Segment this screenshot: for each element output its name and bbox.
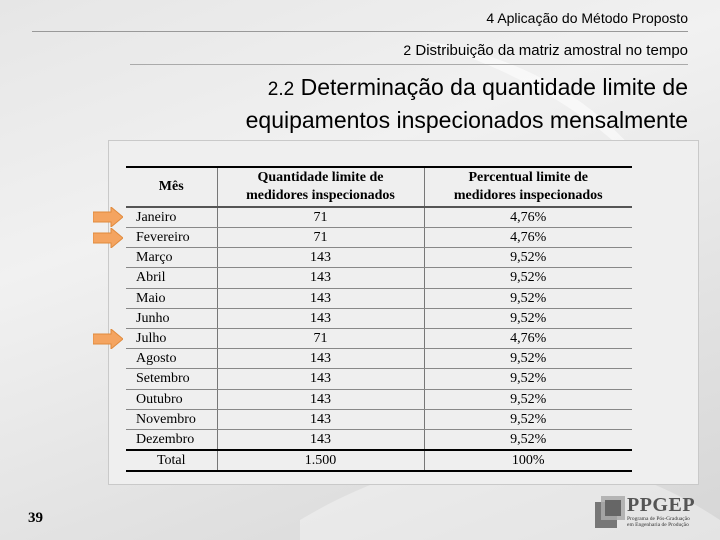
table-row: Agosto 143 9,52% [126,348,632,370]
total-label: Total [126,448,218,472]
header-percent-line1: Percentual limite de [468,170,589,185]
cell-month: Maio [126,288,218,309]
cell-month: Março [126,247,218,269]
section-heading: 4 Aplicação do Método Proposto [486,10,688,26]
ppgep-logo: PPGEP Programa de Pós-Graduação em Engen… [595,494,705,530]
page-number: 39 [28,510,43,526]
cell-quantity: 71 [217,207,425,228]
cell-quantity: 71 [217,227,425,249]
table-row: Abril 143 9,52% [126,267,632,289]
cell-month: Setembro [126,368,218,390]
cell-percent: 4,76% [424,328,632,350]
arrow-right-icon [93,207,123,227]
table-row: Outubro 143 9,52% [126,389,632,410]
table-row: Maio 143 9,52% [126,288,632,309]
slide-title: 2.2 Determinação da quantidade limite de… [246,72,688,135]
subsection-number: 2 [403,42,412,58]
cell-month: Novembro [126,409,218,430]
cell-percent: 9,52% [424,368,632,390]
header-month: Mês [126,167,218,207]
logo-subtitle: Programa de Pós-Graduação em Engenharia … [627,516,690,528]
cell-quantity: 143 [217,247,425,269]
table-row: Janeiro 71 4,76% [126,207,632,228]
topic-number: 2.2 [267,79,295,100]
cell-month: Abril [126,267,218,289]
header-divider [32,31,688,32]
cell-quantity: 143 [217,429,425,451]
table-row: Fevereiro 71 4,76% [126,227,632,249]
header-quantity-line1: Quantidade limite de [257,170,384,185]
subsection-title: Distribuição da matriz amostral no tempo [415,42,688,59]
section-title: Aplicação do Método Proposto [497,10,688,26]
cell-month: Julho [126,328,218,350]
arrow-right-icon [93,228,123,248]
logo-name: PPGEP [627,494,696,516]
cell-percent: 9,52% [424,247,632,269]
cell-month: Agosto [126,348,218,370]
table-row: Junho 143 9,52% [126,308,632,329]
table-row: Novembro 143 9,52% [126,409,632,430]
cell-quantity: 143 [217,409,425,430]
header-quantity: Quantidade limite de medidores inspecion… [217,167,425,207]
limits-table: Mês Quantidade limite de medidores inspe… [126,166,632,472]
cell-month: Junho [126,308,218,329]
cell-percent: 9,52% [424,429,632,451]
header-percent-line2: medidores inspecionados [453,188,603,203]
arrow-right-icon [93,329,123,349]
cell-month: Outubro [126,389,218,410]
table-row: Julho 71 4,76% [126,328,632,350]
cell-quantity: 71 [217,328,425,350]
header-quantity-line2: medidores inspecionados [246,188,395,203]
cell-month: Fevereiro [126,227,218,249]
cell-quantity: 143 [217,368,425,390]
cell-month: Janeiro [126,207,218,228]
cell-percent: 9,52% [424,409,632,430]
subheader-divider [130,64,688,65]
table-total-row: Total 1.500 100% [126,448,632,472]
table-row: Dezembro 143 9,52% [126,429,632,451]
total-quantity: 1.500 [217,448,425,472]
cell-quantity: 143 [217,389,425,410]
logo-subtitle-line2: em Engenharia de Produção [627,522,689,528]
cell-month: Dezembro [126,429,218,451]
cell-quantity: 143 [217,348,425,370]
subsection-heading: 2 Distribuição da matriz amostral no tem… [403,42,688,59]
cell-percent: 9,52% [424,348,632,370]
cell-percent: 9,52% [424,308,632,329]
cell-quantity: 143 [217,288,425,309]
header-percent: Percentual limite de medidores inspecion… [424,167,632,207]
cell-percent: 9,52% [424,267,632,289]
total-percent: 100% [424,448,632,472]
table-row: Setembro 143 9,52% [126,368,632,390]
logo-subtitle-line1: Programa de Pós-Graduação [627,516,690,522]
logo-mark-icon [595,496,625,528]
section-number: 4 [486,10,495,26]
cell-quantity: 143 [217,308,425,329]
cell-quantity: 143 [217,267,425,289]
cell-percent: 9,52% [424,389,632,410]
table-header-row: Mês Quantidade limite de medidores inspe… [126,167,632,207]
cell-percent: 4,76% [424,227,632,249]
cell-percent: 4,76% [424,207,632,228]
topic-title-line2: equipamentos inspecionados mensalmente [245,107,688,133]
table-row: Março 143 9,52% [126,247,632,269]
cell-percent: 9,52% [424,288,632,309]
topic-title-line1: Determinação da quantidade limite de [300,74,688,100]
